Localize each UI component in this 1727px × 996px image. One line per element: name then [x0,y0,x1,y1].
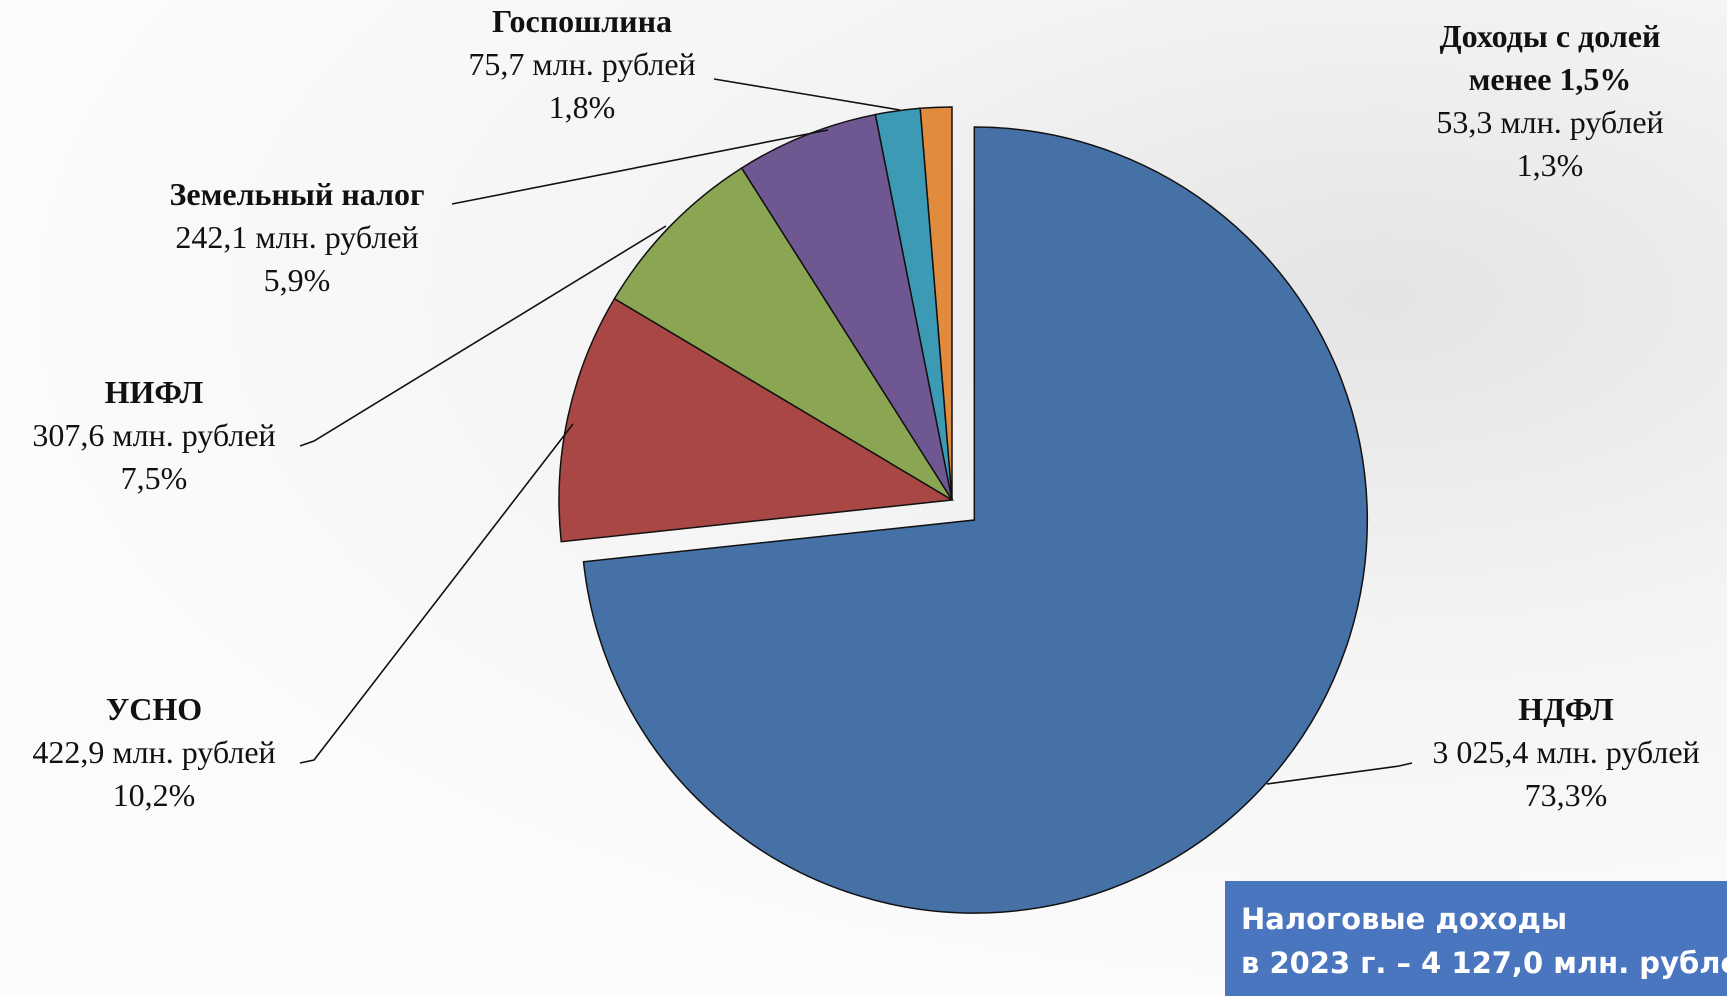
leader-lines [299,78,1413,785]
slice-label: Земельный налог 242,1 млн. рублей 5,9% [169,173,424,302]
category-name: НИФЛ [104,374,204,410]
summary-line: Налоговые доходы [1241,902,1568,936]
value-label: 53,3 млн. рублей [1436,104,1664,140]
summary-line: в 2023 г. – 4 127,0 млн. рублей [1241,946,1727,980]
value-label: 307,6 млн. рублей [32,417,276,453]
percent-label: 5,9% [263,262,331,298]
category-name: Доходы с долей менее 1,5% [1439,18,1661,97]
slice-label: НИФЛ 307,6 млн. рублей 7,5% [32,371,275,500]
leader-line [299,423,574,764]
value-label: 242,1 млн. рублей [175,219,419,255]
pie-slice [613,167,953,501]
value-label: 3 025,4 млн. рублей [1432,734,1700,770]
leader-line [713,78,901,111]
category-name: УСНО [105,691,203,727]
percent-label: 73,3% [1524,777,1608,813]
slice-label: Госпошлина 75,7 млн. рублей 1,8% [468,0,695,129]
pie-slice [558,297,955,543]
leader-line [299,225,667,447]
pie-slice [582,126,1368,914]
percent-label: 10,2% [112,777,196,813]
percent-label: 1,8% [548,89,616,125]
leader-line [1266,762,1413,785]
slice-label: УСНО 422,9 млн. рублей 10,2% [32,688,275,817]
slice-label: НДФЛ 3 025,4 млн. рублей 73,3% [1432,688,1699,817]
leader-line [451,129,829,205]
category-name: Земельный налог [169,176,425,212]
category-name: Госпошлина [491,3,673,39]
slice-label: Доходы с долей менее 1,5% 53,3 млн. рубле… [1415,15,1685,187]
pie-slice [740,113,953,501]
value-label: 75,7 млн. рублей [468,46,696,82]
percent-label: 1,3% [1516,147,1584,183]
category-name: НДФЛ [1518,691,1614,727]
value-label: 422,9 млн. рублей [32,734,276,770]
percent-label: 7,5% [120,460,188,496]
summary-box: Налоговые доходы в 2023 г. – 4 127,0 млн… [1225,881,1727,996]
